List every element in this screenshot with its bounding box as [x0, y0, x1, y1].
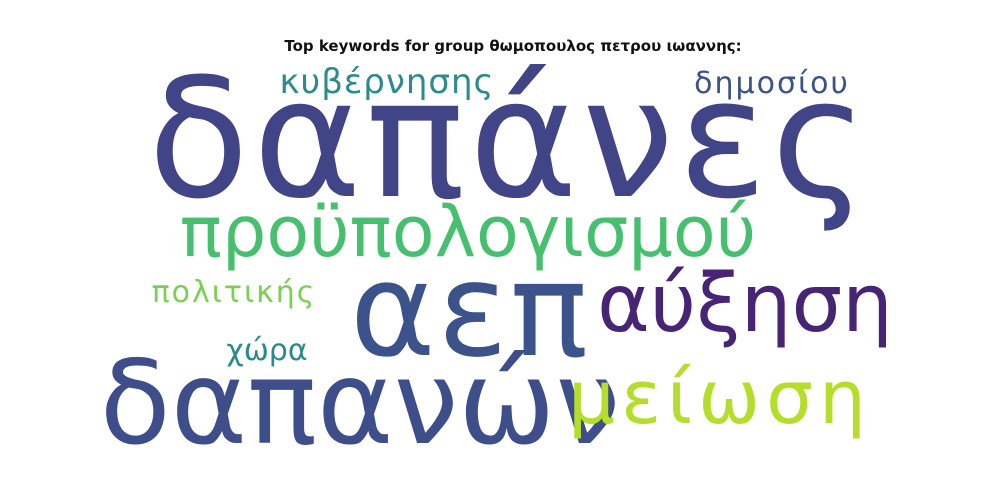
word-2: αεπ — [350, 234, 590, 386]
word-7: κυβέρνησης — [280, 62, 495, 102]
word-6: προϋπολογισμού — [180, 191, 756, 273]
chart-title: Top keywords for group θωμοπουλος πετρου… — [284, 37, 742, 55]
word-3: δαπανών — [100, 336, 620, 471]
word-8: δημοσίου — [694, 66, 850, 101]
word-10: χώρα — [226, 333, 307, 368]
word-9: πολιτικής — [152, 275, 317, 310]
word-5: μείωση — [568, 355, 872, 441]
word-1: δαπάνες — [148, 43, 872, 235]
word-4: αύξηση — [597, 257, 893, 350]
